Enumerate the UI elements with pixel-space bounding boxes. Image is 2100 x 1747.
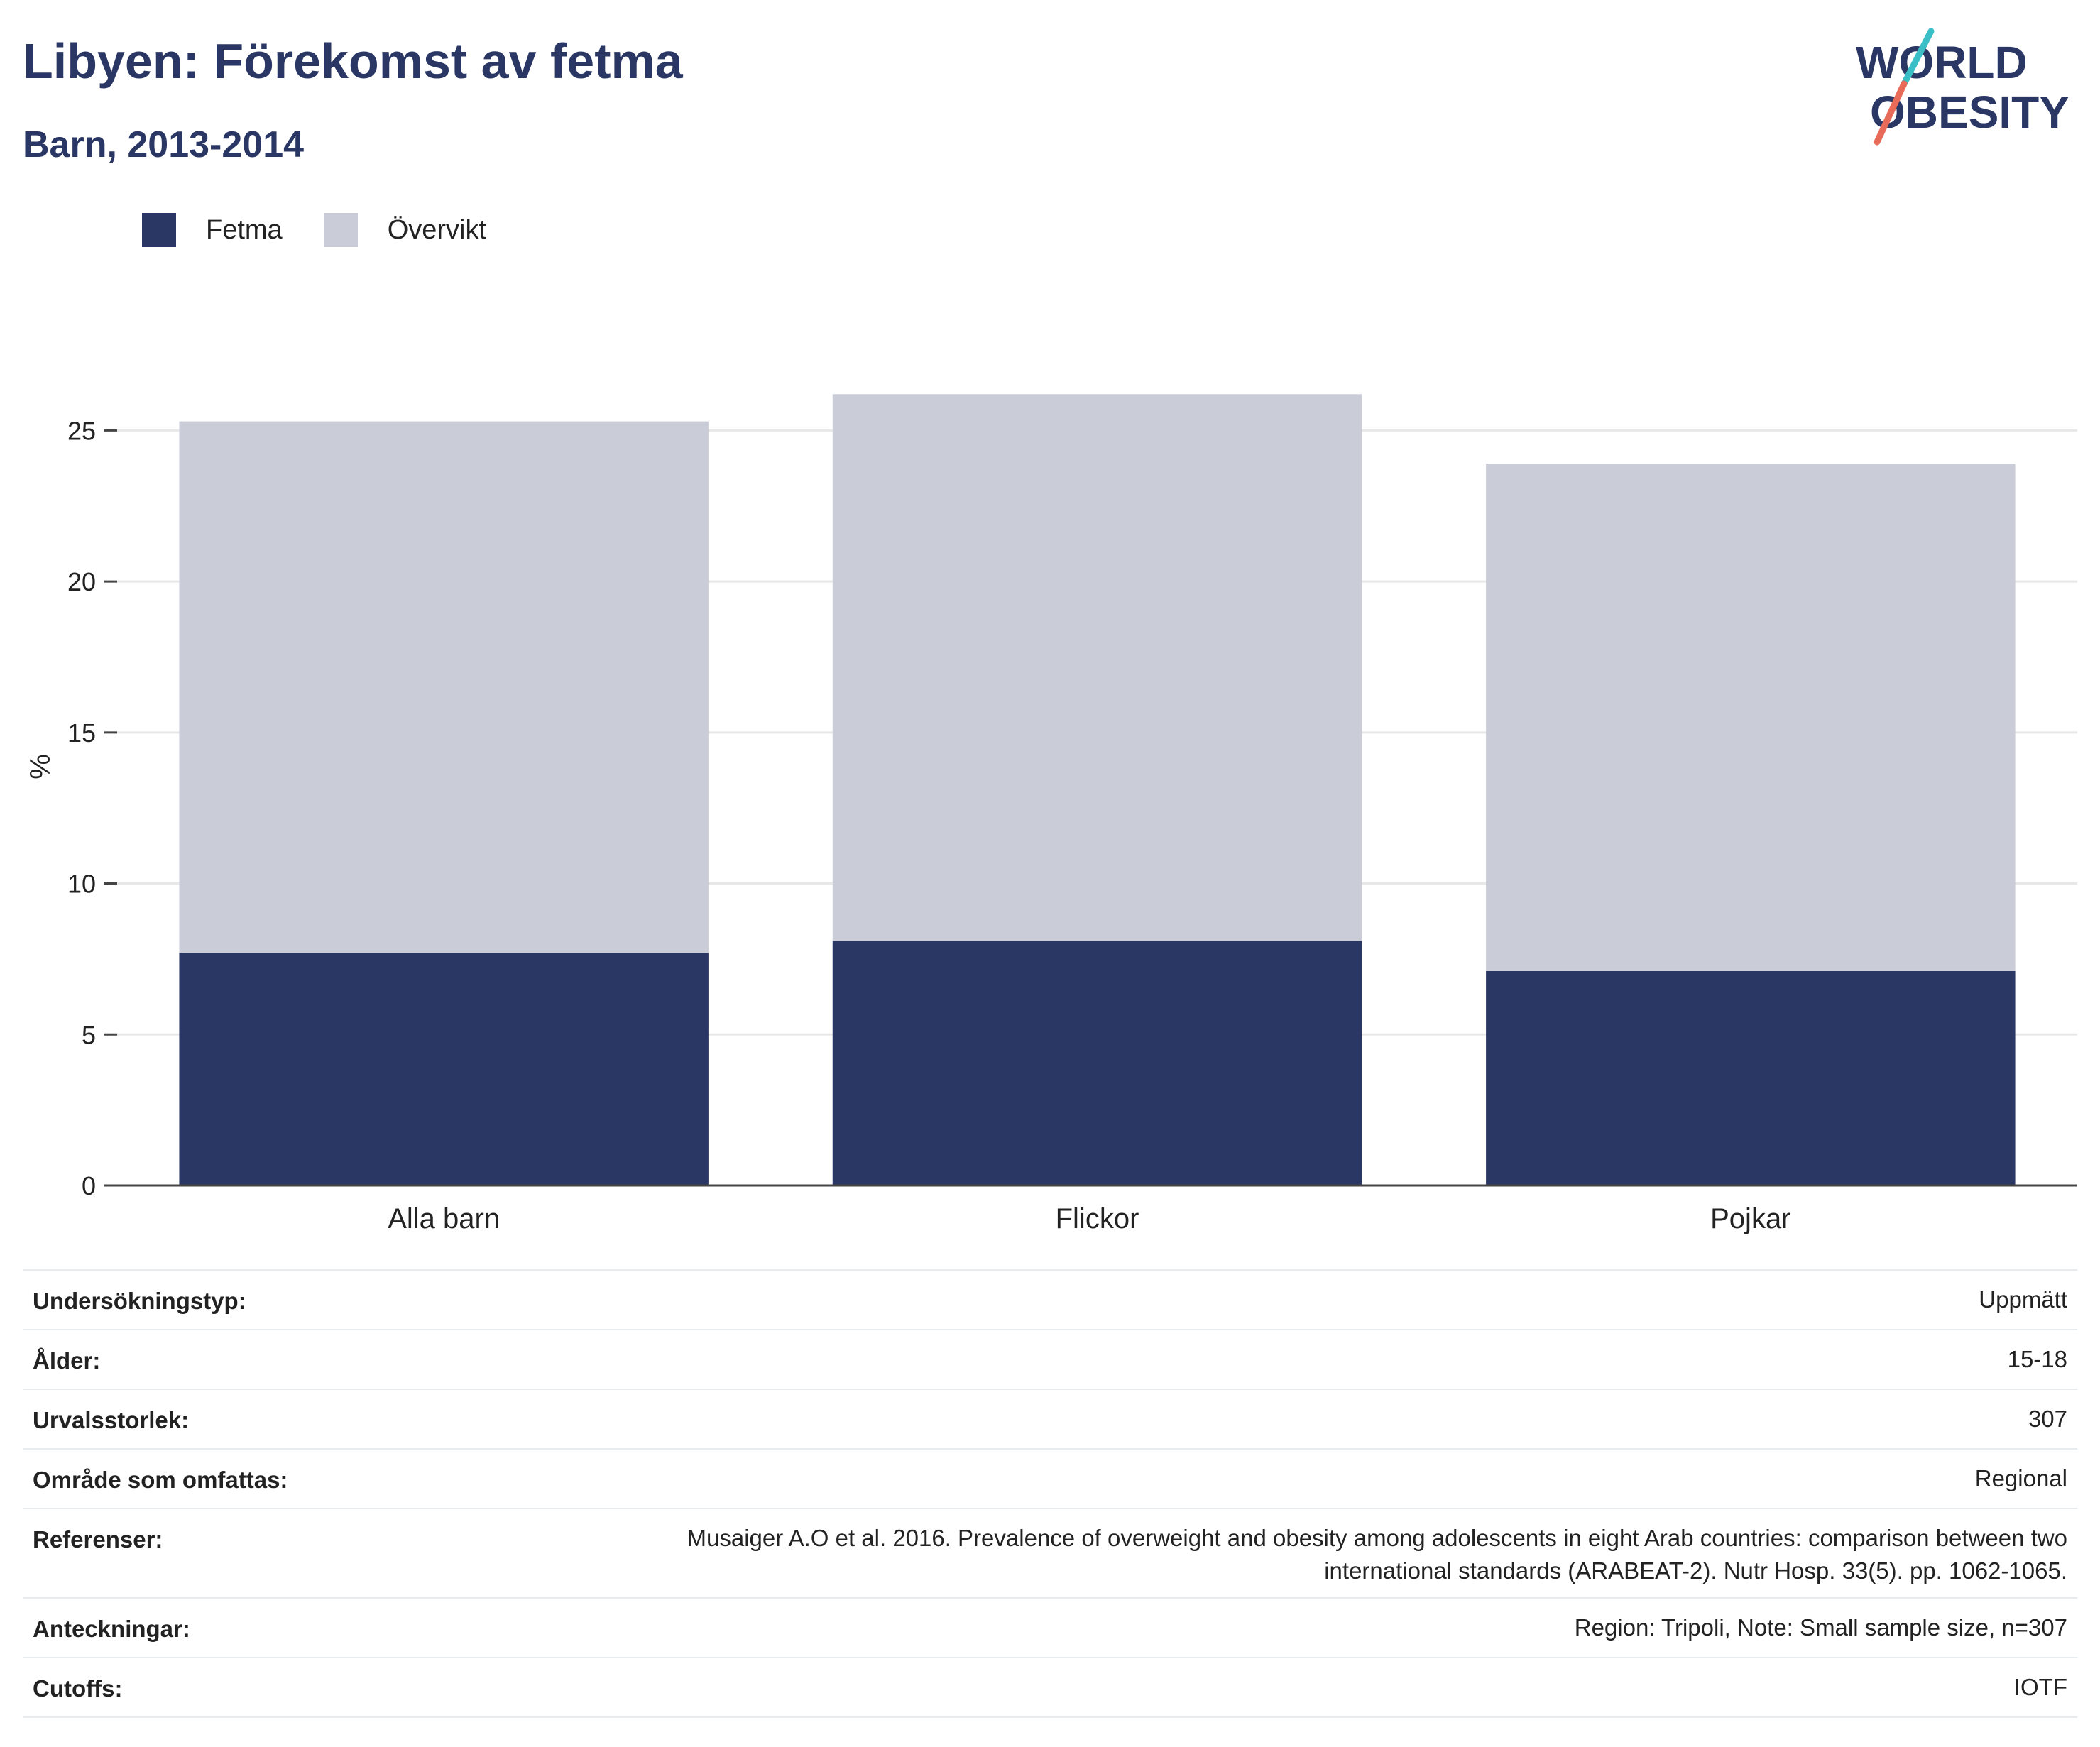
info-key: Urvalsstorlek:: [33, 1407, 190, 1433]
info-value: Musaiger A.O et al. 2016. Prevalence of …: [687, 1525, 2067, 1584]
y-tick-label: 5: [82, 1020, 96, 1049]
x-tick-label: Alla barn: [388, 1203, 500, 1234]
legend-item-fetma[interactable]: Fetma: [142, 213, 283, 247]
info-key: Anteckningar:: [33, 1616, 190, 1642]
info-value: IOTF: [2013, 1674, 2067, 1700]
info-value: 15-18: [2007, 1346, 2067, 1372]
info-row: Referenser: Musaiger A.O et al. 2016. Pre…: [23, 1508, 2077, 1597]
legend-swatch-fetma: [142, 213, 176, 247]
logo-line2: OBESITY: [1870, 87, 2069, 138]
legend-label-fetma: Fetma: [206, 214, 283, 245]
info-key: Område som omfattas:: [33, 1467, 288, 1493]
legend-item-overvikt[interactable]: Övervikt: [323, 213, 487, 247]
y-tick-label: 25: [67, 416, 96, 445]
y-tick-label: 10: [67, 870, 96, 899]
bar-overvikt-2[interactable]: [1486, 464, 2016, 971]
legend-label-overvikt: Övervikt: [387, 214, 487, 245]
bar-fetma-1[interactable]: [832, 941, 1362, 1185]
info-table: Undersökningstyp: Uppmätt Ålder: 15-18 Urval…: [23, 1269, 2077, 1718]
info-row: Anteckningar: Region: Tripoli, Note: Smal…: [23, 1597, 2077, 1657]
info-table-bottom-border: [23, 1716, 2077, 1718]
info-value: Region: Tripoli, Note: Small sample size…: [1574, 1614, 2067, 1641]
info-value: Uppmätt: [1979, 1286, 2067, 1313]
info-row: Undersökningstyp: Uppmätt: [23, 1269, 2077, 1329]
info-value: Regional: [1974, 1465, 2067, 1491]
info-row: Cutoffs: IOTF: [23, 1657, 2077, 1716]
bar-overvikt-1[interactable]: [832, 394, 1362, 941]
chart-legend: Fetma Övervikt: [142, 210, 527, 250]
chart-title: Libyen: Förekomst av fetma: [23, 33, 683, 89]
x-tick-label: Pojkar: [1710, 1203, 1790, 1234]
y-axis-label: %: [25, 754, 56, 779]
info-value: 307: [2028, 1406, 2067, 1432]
x-tick-label: Flickor: [1056, 1203, 1139, 1234]
info-key: Cutoffs:: [33, 1675, 123, 1702]
info-row: Urvalsstorlek: 307: [23, 1389, 2077, 1448]
bar-chart: 0 5 10 15 20 25% Alla barn Flickor Pojkar: [25, 394, 2077, 1234]
chart-subtitle: Barn, 2013-2014: [23, 124, 305, 165]
y-tick-label: 20: [67, 567, 96, 596]
world-obesity-logo: WORLD OBESITY: [1856, 28, 2069, 146]
bar-overvikt-0[interactable]: [179, 421, 709, 953]
legend-swatch-overvikt: [323, 213, 358, 247]
info-row: Område som omfattas: Regional: [23, 1448, 2077, 1508]
info-key: Ålder:: [33, 1347, 101, 1374]
info-key: Undersökningstyp:: [33, 1288, 246, 1314]
info-key: Referenser:: [33, 1526, 163, 1552]
bar-fetma-0[interactable]: [179, 953, 709, 1185]
bar-fetma-2[interactable]: [1486, 970, 2016, 1185]
logo-line1: WORLD: [1856, 37, 2028, 88]
y-tick-label: 0: [82, 1171, 96, 1200]
y-tick-label: 15: [67, 718, 96, 747]
info-row: Ålder: 15-18: [23, 1329, 2077, 1389]
